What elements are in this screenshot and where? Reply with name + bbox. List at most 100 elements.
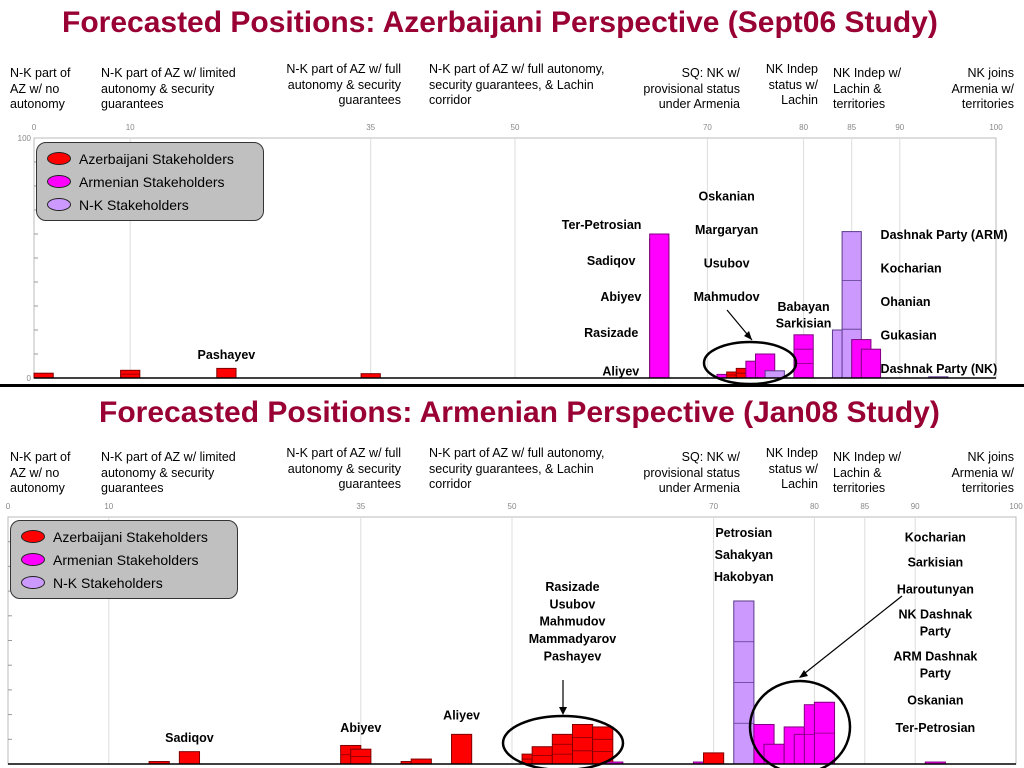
x-tick-label-35: 35 xyxy=(366,123,375,132)
x-tick-label-100: 100 xyxy=(1009,502,1023,511)
y-tick-label-100: 100 xyxy=(18,134,32,143)
chart-title-armenian: Forecasted Positions: Armenian Perspecti… xyxy=(99,396,940,429)
stakeholder-label: Usubov xyxy=(704,257,750,271)
legend-label-nk: N-K Stakeholders xyxy=(53,574,163,591)
stakeholder-label: Party xyxy=(920,667,951,681)
legend-swatch-azerbaijani xyxy=(47,152,71,165)
bar-azerbaijani xyxy=(571,723,594,765)
stakeholder-label: Rasizade xyxy=(545,580,599,594)
stakeholder-label: Mahmudov xyxy=(694,290,760,304)
legend-item-armenian: Armenian Stakeholders xyxy=(47,170,255,193)
legend-swatch-armenian xyxy=(21,553,45,566)
highlight-ellipse xyxy=(501,714,625,768)
stakeholder-label: Ohanian xyxy=(881,295,931,309)
stakeholder-label: Sarkisian xyxy=(908,555,964,569)
bar-azerbaijani xyxy=(451,733,473,765)
stakeholder-label: Oskanian xyxy=(907,694,963,708)
x-tick-label-85: 85 xyxy=(860,502,869,511)
position-header-3: N-K part of AZ w/ full autonomy & securi… xyxy=(286,62,401,107)
position-header-6: NK Indep status w/ Lachin xyxy=(765,446,818,491)
x-tick-label-90: 90 xyxy=(911,502,920,511)
legend-bottom: Azerbaijani Stakeholders Armenian Stakeh… xyxy=(10,520,238,599)
legend-label-armenian: Armenian Stakeholders xyxy=(79,173,225,190)
position-header-1: N-K part of AZ w/ no autonomy xyxy=(10,450,71,495)
position-header-7: NK Indep w/ Lachin & territories xyxy=(833,66,902,111)
legend-swatch-nk xyxy=(21,576,45,589)
legend-top: Azerbaijani Stakeholders Armenian Stakeh… xyxy=(36,142,264,221)
stakeholder-label: Babayan xyxy=(778,300,830,314)
x-tick-label-80: 80 xyxy=(799,123,808,132)
position-header-5: SQ: NK w/ provisional status under Armen… xyxy=(643,66,740,111)
annotation-arrowhead xyxy=(559,707,567,715)
stakeholder-label: Sadiqov xyxy=(165,731,214,745)
stakeholder-label: Dashnak Party (NK) xyxy=(881,362,998,376)
x-tick-label-50: 50 xyxy=(508,502,517,511)
annotation-arrowhead xyxy=(799,670,808,678)
bar-azerbaijani xyxy=(178,751,201,765)
highlight-ellipse xyxy=(702,340,798,386)
position-header-7: NK Indep w/ Lachin & territories xyxy=(833,450,902,495)
annotation-arrowhead xyxy=(744,331,752,340)
x-tick-label-0: 0 xyxy=(6,502,11,511)
x-tick-label-10: 10 xyxy=(126,123,135,132)
legend-swatch-armenian xyxy=(47,175,71,188)
legend-label-azerbaijani: Azerbaijani Stakeholders xyxy=(79,150,234,167)
x-tick-label-90: 90 xyxy=(895,123,904,132)
legend-item-nk: N-K Stakeholders xyxy=(47,193,255,216)
highlight-ellipse xyxy=(748,679,852,768)
section-divider xyxy=(0,384,1024,387)
position-header-8: NK joins Armenia w/ territories xyxy=(951,66,1014,111)
stakeholder-label: Kocharian xyxy=(905,531,966,545)
stakeholder-label: Sahakyan xyxy=(715,548,773,562)
stakeholder-label: Gukasian xyxy=(881,329,937,343)
legend-label-azerbaijani: Azerbaijani Stakeholders xyxy=(53,528,208,545)
position-header-2: N-K part of AZ w/ limited autonomy & sec… xyxy=(101,450,236,495)
x-tick-label-100: 100 xyxy=(989,123,1003,132)
bar-armenian xyxy=(860,348,882,379)
stakeholder-label: Pashayev xyxy=(544,649,602,663)
x-tick-label-35: 35 xyxy=(356,502,365,511)
stakeholder-label: Aliyev xyxy=(602,365,639,379)
x-tick-label-80: 80 xyxy=(810,502,819,511)
legend-swatch-azerbaijani xyxy=(21,530,45,543)
stakeholder-label: Margaryan xyxy=(695,223,758,237)
stakeholder-label: Petrosian xyxy=(715,526,772,540)
stakeholder-label: Hakobyan xyxy=(714,570,774,584)
bar-azerbaijani xyxy=(551,733,573,765)
y-tick-label-0: 0 xyxy=(27,374,32,383)
legend-item-armenian: Armenian Stakeholders xyxy=(21,548,229,571)
stakeholder-label: Party xyxy=(920,625,951,639)
bar-armenian xyxy=(649,233,670,379)
stakeholder-label: Mammadyarov xyxy=(529,632,617,646)
legend-label-nk: N-K Stakeholders xyxy=(79,196,189,213)
stakeholder-label: Abiyev xyxy=(340,721,381,735)
x-tick-label-0: 0 xyxy=(32,123,37,132)
stakeholder-label: Sarkisian xyxy=(776,317,832,331)
legend-item-azerbaijani: Azerbaijani Stakeholders xyxy=(21,525,229,548)
stakeholder-label: NK Dashnak xyxy=(899,607,973,621)
stakeholder-label: Oskanian xyxy=(698,189,754,203)
annotation-arrow xyxy=(799,595,903,678)
x-tick-label-10: 10 xyxy=(104,502,113,511)
x-tick-label-50: 50 xyxy=(511,123,520,132)
stakeholder-label: Ter-Petrosian xyxy=(562,218,642,232)
x-tick-label-70: 70 xyxy=(709,502,718,511)
bar-azerbaijani xyxy=(703,752,725,765)
stakeholder-label: Kocharian xyxy=(881,261,942,275)
position-header-3: N-K part of AZ w/ full autonomy & securi… xyxy=(286,446,401,491)
chart-title-azerbaijani: Forecasted Positions: Azerbaijani Perspe… xyxy=(62,6,938,39)
stakeholder-label: Aliyev xyxy=(443,709,480,723)
stakeholder-label: Haroutunyan xyxy=(897,583,974,597)
position-header-5: SQ: NK w/ provisional status under Armen… xyxy=(643,450,740,495)
stakeholder-label: Ter-Petrosian xyxy=(896,721,976,735)
stakeholder-label: Mahmudov xyxy=(539,615,605,629)
bar-armenian xyxy=(793,334,814,379)
stakeholder-label: Usubov xyxy=(550,597,596,611)
stakeholder-label: Dashnak Party (ARM) xyxy=(881,228,1008,242)
bar-azerbaijani xyxy=(216,367,237,379)
position-header-6: NK Indep status w/ Lachin xyxy=(765,62,818,107)
legend-item-nk: N-K Stakeholders xyxy=(21,571,229,594)
x-tick-label-70: 70 xyxy=(703,123,712,132)
bar-nk xyxy=(764,370,785,379)
